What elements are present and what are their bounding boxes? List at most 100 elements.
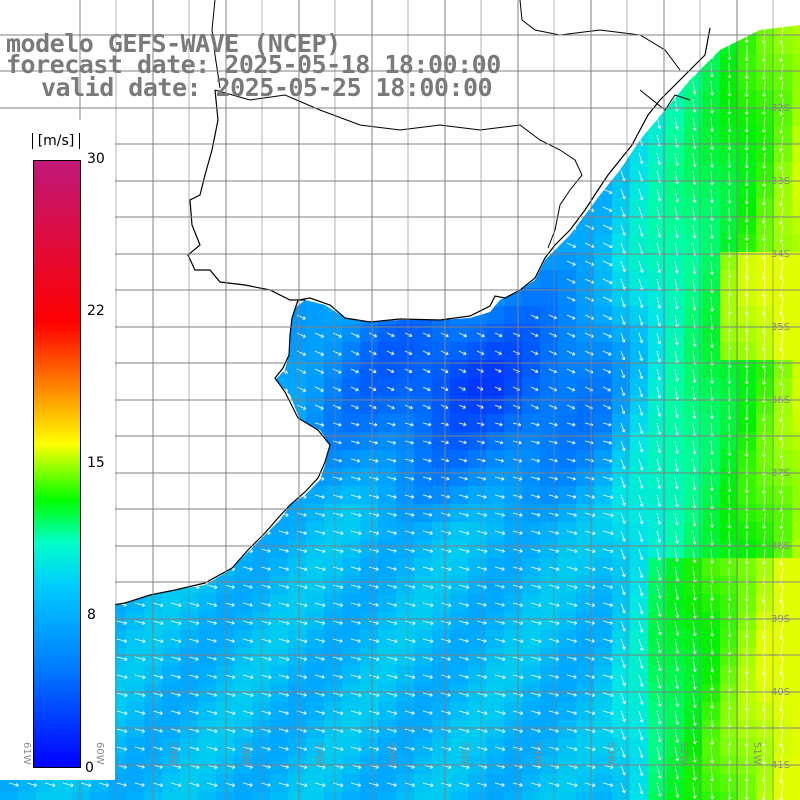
wind-arrow	[530, 584, 542, 589]
wind-arrow	[779, 44, 784, 63]
lon-label: 55W	[459, 742, 470, 765]
wind-arrow	[494, 710, 506, 716]
wind-arrow	[98, 782, 110, 787]
wind-arrow	[260, 566, 271, 571]
field-cell	[540, 288, 558, 306]
wind-arrow	[692, 80, 697, 95]
wind-arrow	[656, 224, 662, 238]
wind-arrow	[656, 746, 662, 761]
wind-arrow	[440, 530, 452, 535]
color-scale-bar	[33, 160, 81, 768]
wind-arrow	[744, 512, 749, 530]
wind-arrow	[566, 404, 576, 410]
wind-arrow	[779, 350, 784, 370]
wind-arrow	[602, 494, 614, 499]
field-cell	[792, 270, 800, 288]
wind-arrow	[656, 602, 662, 618]
wind-arrow	[779, 512, 784, 530]
wind-arrow	[350, 782, 362, 787]
wind-arrow	[656, 386, 662, 399]
field-cell	[792, 540, 800, 558]
wind-arrow	[744, 116, 749, 133]
wind-arrow	[638, 260, 644, 273]
wind-arrow	[224, 674, 236, 679]
field-cell	[90, 792, 108, 800]
wind-arrow	[440, 692, 451, 697]
wind-arrow	[332, 368, 342, 374]
wind-arrow	[779, 476, 784, 494]
wind-arrow	[458, 656, 469, 661]
wind-arrow	[134, 710, 146, 715]
wind-arrow	[458, 782, 470, 787]
wind-arrow	[494, 458, 504, 463]
wind-arrow	[566, 386, 576, 392]
wind-arrow	[260, 674, 272, 680]
wind-arrow	[440, 656, 451, 661]
wind-arrow	[476, 728, 488, 734]
wind-arrow	[368, 350, 377, 356]
wind-arrow	[727, 548, 732, 565]
wind-arrow	[779, 386, 784, 405]
wind-arrow	[242, 620, 253, 625]
wind-arrow	[494, 746, 506, 751]
wind-arrow	[638, 386, 644, 398]
wind-arrow	[404, 476, 415, 481]
wind-arrow	[692, 260, 697, 275]
field-cell	[540, 270, 558, 288]
wind-arrow	[386, 728, 397, 733]
wind-arrow	[620, 710, 626, 723]
wind-arrow	[224, 782, 236, 787]
wind-arrow	[44, 782, 56, 787]
wind-arrow	[314, 332, 324, 338]
wind-arrow	[368, 404, 377, 410]
wind-arrow	[638, 548, 644, 560]
wind-arrow	[332, 458, 342, 463]
wind-arrow	[350, 746, 362, 752]
wind-arrow	[779, 206, 784, 225]
field-cell	[270, 792, 288, 800]
wind-arrow	[206, 674, 217, 679]
lon-label: 52W	[678, 742, 689, 765]
wind-arrow	[242, 782, 253, 787]
wind-arrow	[404, 656, 416, 662]
field-cell	[792, 504, 800, 522]
wind-arrow	[278, 782, 290, 787]
wind-arrow	[152, 602, 164, 607]
field-cell	[162, 792, 180, 800]
wind-arrow	[727, 224, 732, 240]
lat-label: 32S	[771, 103, 791, 114]
wind-arrow	[710, 98, 714, 114]
field-cell	[684, 792, 702, 800]
wind-arrow	[116, 620, 127, 625]
wind-arrow	[368, 584, 379, 589]
wind-arrow	[674, 674, 680, 690]
wind-arrow	[386, 476, 397, 481]
wind-arrow	[727, 674, 732, 692]
wind-arrow	[512, 422, 522, 427]
wind-arrow	[602, 296, 613, 303]
wind-arrow	[674, 728, 680, 744]
wind-arrow	[602, 368, 612, 374]
wind-arrow	[620, 692, 626, 705]
wind-arrow	[620, 188, 626, 200]
wind-arrow	[727, 440, 732, 456]
wind-arrow	[620, 728, 626, 740]
wind-arrow	[296, 386, 307, 392]
field-cell	[126, 792, 144, 800]
wind-arrow	[638, 692, 644, 705]
wind-arrow	[584, 476, 595, 481]
wind-arrow	[584, 548, 596, 554]
wind-arrow	[350, 710, 362, 716]
wind-arrow	[710, 278, 714, 294]
wind-arrow	[440, 548, 452, 554]
wind-arrow	[476, 386, 484, 391]
wind-arrow	[710, 404, 714, 420]
field-cell	[306, 792, 324, 800]
wind-arrow	[242, 602, 253, 607]
field-cell	[792, 306, 800, 324]
wind-arrow	[494, 548, 505, 553]
field-cell	[792, 72, 800, 90]
wind-arrow	[727, 332, 732, 351]
wind-arrow	[602, 638, 613, 643]
